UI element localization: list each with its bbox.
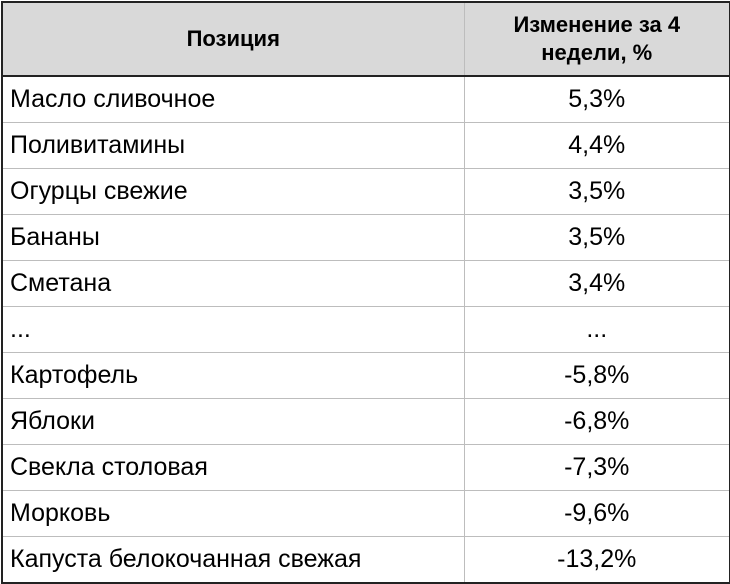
row-item-change: -9,6% bbox=[463, 490, 730, 537]
row-item-change: ... bbox=[463, 306, 730, 353]
row-item-name: Сметана bbox=[1, 260, 465, 307]
table-row: Картофель -5,8% bbox=[1, 352, 730, 399]
header-change: Изменение за 4 недели, % bbox=[463, 1, 730, 77]
row-item-name: Бананы bbox=[1, 214, 465, 261]
row-item-name: Картофель bbox=[1, 352, 465, 399]
header-change-line2: недели, % bbox=[541, 40, 653, 65]
row-item-change: 3,5% bbox=[463, 214, 730, 261]
row-item-name: ... bbox=[1, 306, 465, 353]
row-item-change: 3,5% bbox=[463, 168, 730, 215]
header-change-line1: Изменение за 4 bbox=[513, 12, 681, 37]
row-item-change: -7,3% bbox=[463, 444, 730, 491]
row-item-change: -5,8% bbox=[463, 352, 730, 399]
header-row: Позиция Изменение за 4 недели, % bbox=[1, 1, 730, 77]
table-row-ellipsis: ... ... bbox=[1, 306, 730, 353]
header-position: Позиция bbox=[1, 1, 465, 77]
row-item-change: -6,8% bbox=[463, 398, 730, 445]
row-item-change: 4,4% bbox=[463, 122, 730, 169]
table-row: Бананы 3,5% bbox=[1, 214, 730, 261]
table-row: Капуста белокочанная свежая -13,2% bbox=[1, 536, 730, 584]
row-item-name: Поливитамины bbox=[1, 122, 465, 169]
table-row: Огурцы свежие 3,5% bbox=[1, 168, 730, 215]
row-item-name: Огурцы свежие bbox=[1, 168, 465, 215]
row-item-change: 3,4% bbox=[463, 260, 730, 307]
table-row: Сметана 3,4% bbox=[1, 260, 730, 307]
row-item-change: -13,2% bbox=[463, 536, 730, 584]
table-row: Свекла столовая -7,3% bbox=[1, 444, 730, 491]
table-header: Позиция Изменение за 4 недели, % bbox=[1, 1, 730, 77]
table-row: Яблоки -6,8% bbox=[1, 398, 730, 445]
row-item-name: Морковь bbox=[1, 490, 465, 537]
row-item-name: Свекла столовая bbox=[1, 444, 465, 491]
row-item-name: Яблоки bbox=[1, 398, 465, 445]
row-item-name: Капуста белокочанная свежая bbox=[1, 536, 465, 584]
row-item-name: Масло сливочное bbox=[1, 75, 465, 123]
table-body: Масло сливочное 5,3% Поливитамины 4,4% О… bbox=[1, 75, 730, 584]
table-row: Масло сливочное 5,3% bbox=[1, 75, 730, 123]
table-row: Поливитамины 4,4% bbox=[1, 122, 730, 169]
row-item-change: 5,3% bbox=[463, 75, 730, 123]
table-row: Морковь -9,6% bbox=[1, 490, 730, 537]
